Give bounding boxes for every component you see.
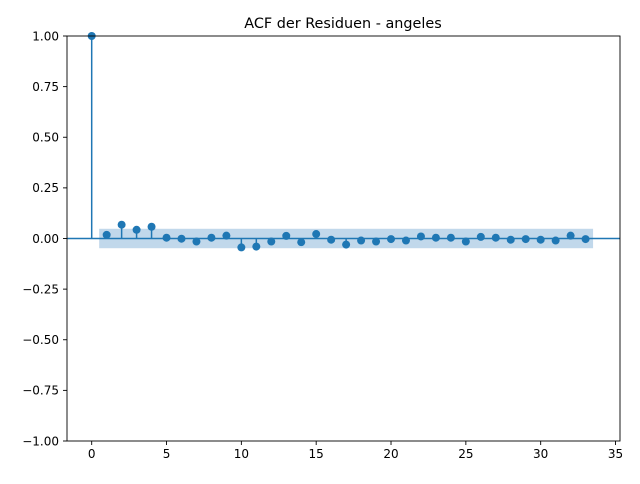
x-tick-label: 15	[309, 447, 324, 461]
stem-marker-lag-29	[521, 235, 530, 244]
stem-marker-lag-14	[297, 238, 306, 247]
stem-marker-lag-8	[207, 233, 216, 242]
stem-marker-lag-30	[536, 235, 545, 244]
stem-marker-lag-21	[401, 236, 410, 245]
stem-marker-lag-20	[387, 235, 396, 244]
stem-marker-lag-19	[372, 237, 381, 246]
stem-marker-lag-16	[327, 235, 336, 244]
y-tick-label: 0.25	[32, 181, 59, 195]
stem-marker-lag-22	[416, 232, 425, 241]
stem-marker-lag-17	[342, 240, 351, 249]
stem-marker-lag-11	[252, 242, 261, 251]
x-tick-label: 5	[163, 447, 171, 461]
x-tick-label: 0	[88, 447, 96, 461]
plot-area: 0 5 10 15 20 25 30 35 −1.00 −0.75 −0.50 −0.25 0.00 0.…	[22, 29, 623, 461]
stem-marker-lag-25	[461, 237, 470, 246]
stem-marker-lag-5	[162, 233, 171, 242]
stem-marker-lag-28	[506, 235, 515, 244]
stem-marker-lag-15	[312, 230, 321, 239]
y-tick-label: −0.50	[22, 333, 59, 347]
stem-marker-lag-10	[237, 243, 246, 252]
stem-marker-lag-13	[282, 231, 291, 240]
x-tick-label: 10	[234, 447, 249, 461]
stem-marker-lag-27	[491, 233, 500, 242]
stem-marker-lag-26	[476, 232, 485, 241]
stem-marker-lag-31	[551, 236, 560, 245]
stem-marker-lag-9	[222, 231, 231, 240]
y-tick-label: −0.75	[22, 384, 59, 398]
stem-marker-lag-1	[102, 230, 111, 239]
chart-title: ACF der Residuen - angeles	[244, 16, 442, 32]
y-tick-label: 1.00	[32, 29, 59, 43]
y-tick-label: 0.50	[32, 131, 59, 145]
y-tick-label: 0.75	[32, 80, 59, 94]
stem-marker-lag-33	[581, 235, 590, 244]
stem-marker-lag-24	[446, 233, 455, 242]
x-tick-label: 25	[458, 447, 473, 461]
x-tick-label: 35	[608, 447, 623, 461]
y-tick-label: 0.00	[32, 232, 59, 246]
stem-marker-lag-2	[117, 220, 126, 229]
x-tick-label: 20	[383, 447, 398, 461]
y-tick-label: −0.25	[22, 282, 59, 296]
stem-marker-lag-6	[177, 234, 186, 243]
stem-marker-lag-23	[431, 233, 440, 242]
stem-marker-lag-12	[267, 237, 276, 246]
y-tick-label: −1.00	[22, 434, 59, 448]
stem-marker-lag-18	[357, 236, 366, 245]
x-tick-label: 30	[533, 447, 548, 461]
stem-marker-lag-4	[147, 222, 156, 231]
stem-marker-lag-32	[566, 231, 575, 240]
stem-marker-lag-7	[192, 237, 201, 246]
stem-marker-lag-3	[132, 225, 141, 234]
